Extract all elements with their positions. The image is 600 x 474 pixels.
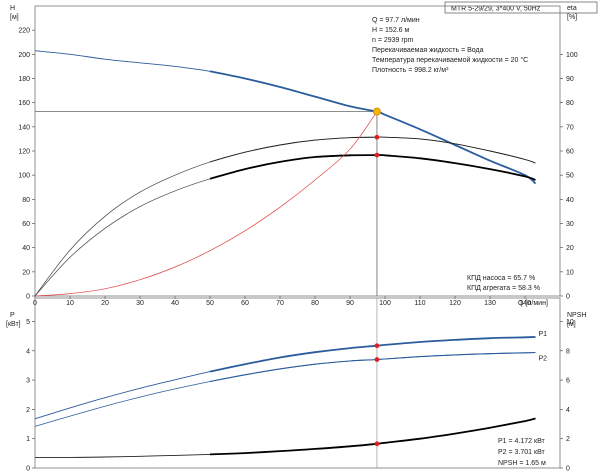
series-eta_agg-line-bold	[209, 154, 536, 181]
npsh-tick-label: 0	[566, 466, 570, 473]
npsh-tick-label: 10	[566, 319, 574, 326]
info-top: Q = 97.7 л/мин H = 152.6 м n = 2939 rpm …	[372, 17, 528, 74]
x-tick-label: 130	[484, 300, 496, 307]
top-right-axis-title-2: [%]	[567, 14, 577, 21]
duty-marker	[374, 441, 380, 447]
eta-tick-label: 40	[566, 197, 574, 204]
info-density: Плотность = 998.2 кг/м³	[372, 67, 449, 74]
duty-marker	[374, 134, 380, 140]
h-tick-label: 0	[26, 294, 30, 301]
x-tick-label: 20	[101, 300, 109, 307]
duty-marker	[374, 343, 380, 349]
x-tick-label: 10	[66, 300, 74, 307]
h-tick-label: 80	[22, 197, 30, 204]
x-tick-label: 30	[136, 300, 144, 307]
bottom-right-axis-title-2: [м]	[567, 321, 576, 328]
bottom-plot-frame	[34, 297, 561, 469]
info-p1: P1 = 4.172 кВт	[498, 438, 546, 445]
npsh-tick-label: 6	[566, 378, 570, 385]
x-tick-label: 120	[449, 300, 461, 307]
p-tick-label: 0	[26, 466, 30, 473]
info-unit-eff: КПД агрегата = 58.3 %	[467, 285, 540, 292]
h-tick-label: 180	[18, 76, 30, 83]
bottom-left-axis-title-1: P	[10, 312, 15, 319]
title-box	[444, 1, 598, 14]
series-eta_agg-line	[34, 154, 536, 297]
operating-point	[373, 107, 381, 116]
h-tick-label: 100	[18, 173, 30, 180]
h-tick-label: 40	[22, 245, 30, 252]
h-tick-label: 60	[22, 221, 30, 228]
eta-tick-label: 90	[566, 76, 574, 83]
series-P2-label: P2	[539, 356, 548, 363]
info-head: H = 152.6 м	[372, 27, 409, 34]
top-left-axis-title-2: [м]	[10, 14, 19, 21]
eta-tick-label: 70	[566, 124, 574, 131]
info-liquid: Перекачиваемая жидкость = Вода	[372, 47, 484, 54]
p-tick-label: 4	[26, 348, 30, 355]
eta-tick-label: 20	[566, 245, 574, 252]
p-tick-label: 3	[26, 378, 30, 385]
info-npsh: NPSH = 1.65 м	[498, 460, 546, 467]
x-tick-label: 100	[379, 300, 391, 307]
top-left-axis-title-1: H	[10, 5, 15, 12]
h-tick-label: 140	[18, 124, 30, 131]
series-P1-line	[34, 336, 536, 420]
series-eta_pump-line-bold	[209, 136, 536, 164]
series-system-line	[34, 111, 378, 297]
series-P2-line	[34, 352, 536, 427]
eta-tick-label: 60	[566, 149, 574, 156]
info-p2: P2 = 3.701 кВт	[498, 449, 546, 456]
x-tick-label: 90	[346, 300, 354, 307]
x-tick-label: 50	[206, 300, 214, 307]
eta-tick-label: 30	[566, 221, 574, 228]
bottom-right-axis-title-1: NPSH	[567, 312, 586, 319]
x-tick-label: 70	[276, 300, 284, 307]
series-P1-label: P1	[539, 331, 548, 338]
top-right-axis-title-1: eta	[567, 5, 577, 12]
duty-marker	[374, 357, 380, 362]
p-tick-label: 2	[26, 407, 30, 414]
info-temperature: Температура перекачиваемой жидкости = 20…	[372, 56, 528, 64]
info-efficiency: КПД насоса = 65.7 % КПД агрегата = 58.3 …	[467, 275, 540, 292]
bottom-left-axis-title-2: [кВт]	[6, 321, 21, 328]
info-pump-eff: КПД насоса = 65.7 %	[467, 275, 535, 282]
chart-title: MTR 5-29/29, 3*400 V, 50Hz	[451, 6, 541, 13]
x-tick-label: 80	[311, 300, 319, 307]
x-tick-label: 60	[241, 300, 249, 307]
npsh-tick-label: 4	[566, 407, 570, 414]
duty-marker	[374, 152, 380, 158]
eta-tick-label: 50	[566, 173, 574, 180]
x-tick-label: 40	[171, 300, 179, 307]
x-tick-label: 140	[519, 300, 531, 307]
series-NPSH-line-bold	[209, 417, 536, 456]
h-tick-label: 20	[22, 269, 30, 276]
info-speed: n = 2939 rpm	[372, 37, 414, 44]
h-tick-label: 120	[18, 149, 30, 156]
eta-tick-label: 80	[566, 100, 574, 107]
h-tick-label: 220	[18, 28, 30, 35]
info-flow: Q = 97.7 л/мин	[372, 17, 420, 24]
p-tick-label: 5	[26, 319, 30, 326]
h-tick-label: 160	[18, 100, 30, 107]
info-bottom: P1 = 4.172 кВт P2 = 3.701 кВт NPSH = 1.6…	[498, 438, 546, 467]
series-P2-line-bold	[209, 351, 536, 383]
npsh-tick-label: 2	[566, 436, 570, 443]
npsh-tick-label: 8	[566, 348, 570, 355]
eta-tick-label: 0	[566, 294, 570, 301]
head-efficiency-plot: 0 10 20 30 40 50 60 70 80 90 100 110 120 130 140 0 20 40 6…	[18, 5, 578, 307]
x-axis-title: Q [л/мин]	[518, 300, 548, 307]
eta-tick-label: 100	[566, 52, 578, 59]
x-tick-label: 110	[414, 300, 425, 307]
series-P1-line-bold	[209, 336, 536, 373]
eta-tick-label: 10	[566, 269, 574, 276]
p-tick-label: 1	[26, 436, 30, 443]
h-tick-label: 200	[18, 52, 30, 59]
